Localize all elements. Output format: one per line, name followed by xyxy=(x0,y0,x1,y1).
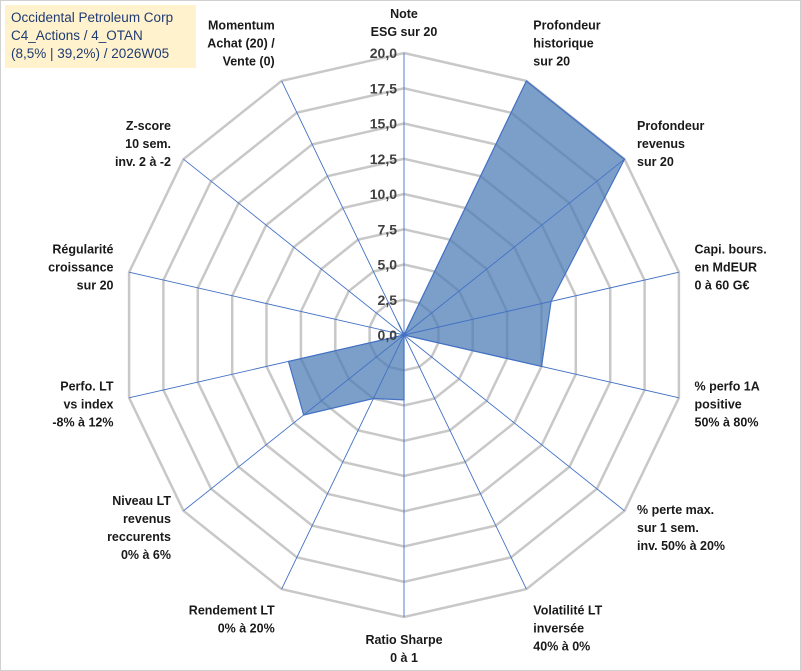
category-label-line: Capi. bours. xyxy=(695,243,767,257)
category-label-line: positive xyxy=(695,398,742,412)
chart-title-box: Occidental Petroleum Corp C4_Actions / 4… xyxy=(5,5,196,68)
category-label-line: Niveau LT xyxy=(112,494,171,508)
category-label-line: ESG sur 20 xyxy=(371,25,438,39)
chart-title-company: Occidental Petroleum Corp xyxy=(11,10,174,25)
radial-axis-ticks: 0,0 2,5 5,0 7,5 10,0 12,5 15,0 17,5 20,0 xyxy=(370,45,397,343)
category-label-line: revenus xyxy=(637,137,685,151)
category-label-13: Momentum Achat (20) / Vente (0) xyxy=(207,19,275,69)
tick-label-4: 10,0 xyxy=(370,186,397,202)
category-label-line: sur 20 xyxy=(533,55,570,69)
axis-spoke-8 xyxy=(281,334,405,590)
category-label-line: Volatilité LT xyxy=(533,604,602,618)
category-label-line: sur 1 sem. xyxy=(637,521,699,535)
category-label-line: vs index xyxy=(63,398,113,412)
category-label-2: Profondeur revenus sur 20 xyxy=(637,119,704,169)
category-label-line: 0 à 1 xyxy=(390,651,418,665)
category-label-10: Perfo. LT vs index -8% à 12% xyxy=(52,380,114,430)
category-label-11: Régularité croissance sur 20 xyxy=(48,243,113,293)
category-label-line: reccurents xyxy=(107,530,171,544)
tick-label-3: 7,5 xyxy=(378,221,398,237)
category-label-line: % perte max. xyxy=(637,503,714,517)
tick-label-8: 20,0 xyxy=(370,45,397,61)
radar-spokes xyxy=(128,53,680,617)
category-labels: Note ESG sur 20 Profondeur historique sur 20… xyxy=(48,7,767,665)
category-label-12: Z-score 10 sem. inv. 2 à -2 xyxy=(115,119,171,169)
chart-title-stats: (8,5% | 39,2%) / 2026W05 xyxy=(11,46,170,61)
axis-spoke-6 xyxy=(403,334,527,590)
category-label-line: Note xyxy=(390,7,418,21)
tick-label-5: 12,5 xyxy=(370,151,397,167)
category-label-line: 10 sem. xyxy=(125,137,171,151)
tick-label-6: 15,0 xyxy=(370,116,397,132)
axis-spoke-2 xyxy=(403,158,625,336)
chart-title-category: C4_Actions / 4_OTAN xyxy=(11,28,143,43)
category-label-line: Profondeur xyxy=(637,119,704,133)
axis-spoke-13 xyxy=(281,80,405,336)
category-label-line: Ratio Sharpe xyxy=(365,633,442,647)
category-label-4: % perfo 1A positive 50% à 80% xyxy=(695,380,760,430)
category-label-9: Niveau LT revenus reccurents 0% à 6% xyxy=(107,494,171,562)
series-area-0 xyxy=(287,79,626,416)
category-label-line: Z-score xyxy=(126,119,171,133)
radar-series xyxy=(287,79,626,416)
category-label-line: revenus xyxy=(123,512,171,526)
axis-spoke-10 xyxy=(128,334,405,399)
tick-label-7: 17,5 xyxy=(370,80,397,96)
tick-label-2: 5,0 xyxy=(378,257,398,273)
category-label-8: Rendement LT 0% à 20% xyxy=(189,604,275,636)
category-label-line: 0 à 60 G€ xyxy=(695,279,750,293)
category-label-1: Profondeur historique sur 20 xyxy=(533,19,600,69)
category-label-line: 40% à 0% xyxy=(533,640,590,654)
axis-spoke-12 xyxy=(183,158,405,336)
category-label-line: inversée xyxy=(533,622,584,636)
category-label-line: % perfo 1A xyxy=(695,380,760,394)
category-label-line: -8% à 12% xyxy=(52,416,113,430)
tick-label-1: 2,5 xyxy=(378,292,398,308)
axis-spoke-3 xyxy=(403,271,680,336)
category-label-line: 50% à 80% xyxy=(695,416,759,430)
category-label-line: Profondeur xyxy=(533,19,600,33)
category-label-line: sur 20 xyxy=(77,279,114,293)
category-label-line: sur 20 xyxy=(637,155,674,169)
category-label-line: inv. 50% à 20% xyxy=(637,539,725,553)
category-label-3: Capi. bours. en MdEUR 0 à 60 G€ xyxy=(695,243,767,293)
category-label-line: 0% à 20% xyxy=(218,622,275,636)
axis-spoke-4 xyxy=(403,334,680,399)
category-label-line: Rendement LT xyxy=(189,604,275,618)
category-label-line: croissance xyxy=(48,261,113,275)
axis-spoke-11 xyxy=(128,271,405,336)
axis-spoke-1 xyxy=(403,80,527,336)
category-label-line: en MdEUR xyxy=(695,261,758,275)
axis-spoke-9 xyxy=(183,334,405,512)
category-label-5: % perte max. sur 1 sem. inv. 50% à 20% xyxy=(637,503,725,553)
category-label-0: Note ESG sur 20 xyxy=(371,7,438,39)
category-label-line: Régularité xyxy=(52,243,113,257)
category-label-line: 0% à 6% xyxy=(121,548,171,562)
category-label-line: inv. 2 à -2 xyxy=(115,155,171,169)
category-label-line: Momentum xyxy=(208,19,275,33)
category-label-line: Achat (20) / xyxy=(207,37,275,51)
category-label-line: Perfo. LT xyxy=(60,380,114,394)
axis-spoke-5 xyxy=(403,334,625,512)
category-label-line: Vente (0) xyxy=(223,55,275,69)
category-label-7: Ratio Sharpe 0 à 1 xyxy=(365,633,442,665)
tick-label-0: 0,0 xyxy=(378,327,398,343)
category-label-6: Volatilité LT inversée 40% à 0% xyxy=(533,604,602,654)
category-label-line: historique xyxy=(533,37,593,51)
